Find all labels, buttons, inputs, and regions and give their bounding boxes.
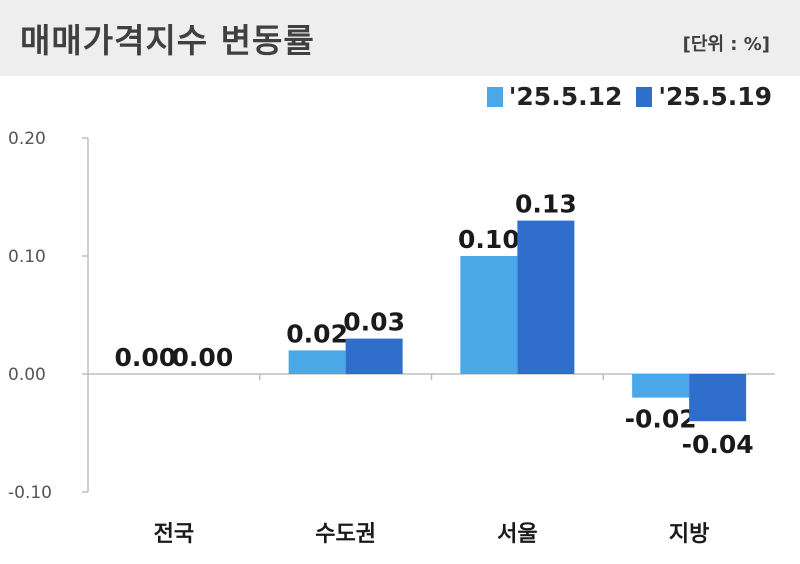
data-label: 0.02 — [286, 319, 348, 348]
legend-item-series-1: '25.5.12 — [486, 82, 623, 111]
bar-서울-series-1 — [460, 256, 518, 374]
data-label: 0.00 — [115, 343, 177, 372]
legend-label-series-2: '25.5.19 — [658, 82, 772, 111]
header-bar: 매매가격지수 변동률 [단위 : %] — [0, 0, 800, 76]
legend-item-series-2: '25.5.19 — [636, 82, 772, 111]
category-label: 전국 — [154, 522, 194, 547]
bar-지방-series-2 — [689, 374, 747, 422]
data-label: -0.04 — [682, 430, 754, 459]
bar-수도권-series-2 — [345, 338, 403, 374]
legend-swatch-series-1 — [486, 86, 503, 107]
legend-swatch-series-2 — [636, 86, 653, 107]
legend-label-series-1: '25.5.12 — [508, 82, 623, 111]
data-label: 0.00 — [172, 343, 234, 372]
y-tick-label: -0.10 — [8, 483, 52, 503]
bar-서울-series-2 — [517, 220, 575, 374]
category-label: 지방 — [669, 522, 709, 547]
data-label: -0.02 — [625, 405, 697, 434]
data-label: 0.10 — [458, 225, 520, 254]
y-tick-label: 0.10 — [8, 247, 46, 267]
bar-지방-series-1 — [632, 374, 690, 398]
category-label: 서울 — [497, 522, 537, 547]
category-label: 수도권 — [315, 522, 376, 547]
unit-label: [단위 : %] — [682, 34, 770, 55]
y-tick-label: 0.20 — [8, 129, 46, 149]
legend: '25.5.12 '25.5.19 — [486, 82, 772, 111]
chart-title: 매매가격지수 변동률 — [20, 21, 315, 60]
y-tick-label: 0.00 — [8, 365, 46, 385]
bar-수도권-series-1 — [288, 350, 346, 374]
data-label: 0.13 — [515, 190, 577, 219]
data-label: 0.03 — [343, 308, 405, 337]
